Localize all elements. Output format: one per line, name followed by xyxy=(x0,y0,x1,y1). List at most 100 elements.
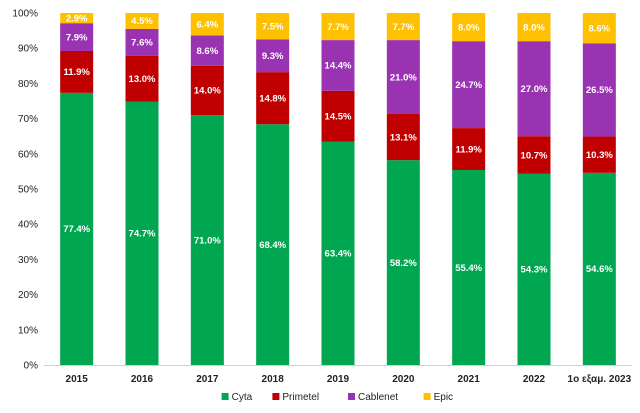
data-label-cablenet: 9.3% xyxy=(262,51,284,62)
legend-item-primetel: Primetel xyxy=(272,392,319,403)
x-tick-label: 2020 xyxy=(392,374,415,385)
data-label-cablenet: 14.4% xyxy=(325,61,352,72)
bar-segment-cyta xyxy=(582,172,616,365)
data-label-primetel: 13.1% xyxy=(390,132,417,143)
x-tick-label: 2016 xyxy=(131,374,154,385)
data-label-epic: 7.7% xyxy=(393,22,415,33)
bar-segment-epic xyxy=(256,13,290,40)
bar-segment-cyta xyxy=(190,115,224,365)
bar-segment-primetel xyxy=(582,136,616,173)
bar-stack-2019: 63.4% 14.5% 14.4% 7.7% xyxy=(321,13,355,365)
bar-segment-cablenet xyxy=(517,41,551,137)
y-tick-label: 80% xyxy=(18,79,38,90)
data-label-primetel: 14.0% xyxy=(194,86,221,97)
legend-label: Primetel xyxy=(282,392,319,403)
bar-segment-cyta xyxy=(517,173,551,365)
data-label-primetel: 10.3% xyxy=(586,150,613,161)
bar-segment-epic xyxy=(517,13,551,42)
bar-segment-primetel xyxy=(125,55,159,102)
data-label-primetel: 13.0% xyxy=(129,74,156,85)
legend-label: Cablenet xyxy=(358,392,398,403)
x-tick-label: 2017 xyxy=(196,374,219,385)
bar-segment-primetel xyxy=(321,90,355,142)
bar-stack-2020: 58.2% 13.1% 21.0% 7.7% xyxy=(386,13,420,365)
y-tick-label: 0% xyxy=(24,361,39,372)
bar-stack-2018: 68.4% 14.8% 9.3% 7.5% xyxy=(256,13,290,366)
x-axis: 2015 2016 2017 2018 2019 2020 2021 2022 1ο εξαμ.… xyxy=(66,374,632,385)
y-tick-label: 50% xyxy=(18,185,38,196)
bar-stack-2015: 77.4% 11.9% 7.9% 2.9% xyxy=(60,13,94,366)
y-tick-label: 10% xyxy=(18,325,38,336)
y-tick-label: 40% xyxy=(18,220,38,231)
data-label-cyta: 55.4% xyxy=(455,263,482,274)
bar-segment-cyta xyxy=(125,101,159,366)
x-tick-label: 2015 xyxy=(66,374,89,385)
data-label-cyta: 74.7% xyxy=(129,229,156,240)
bar-stack-2022: 54.3% 10.7% 27.0% 8.0% xyxy=(517,13,551,365)
bar-segment-primetel xyxy=(452,128,486,170)
data-label-cablenet: 21.0% xyxy=(390,72,417,83)
y-tick-label: 20% xyxy=(18,290,38,301)
legend-swatch xyxy=(423,393,431,400)
legend-label: Epic xyxy=(434,392,453,403)
bar-segment-cyta xyxy=(256,124,290,366)
bar-stack-2016: 74.7% 13.0% 7.6% 4.5% xyxy=(125,13,159,366)
bar-segment-primetel xyxy=(256,72,290,125)
data-label-epic: 8.0% xyxy=(458,22,480,33)
y-axis: 0% 10% 20% 30% 40% 50% 60% 70% 80% 90% 100% xyxy=(12,9,632,372)
legend-swatch xyxy=(348,393,355,400)
bar-segment-epic xyxy=(125,13,159,29)
data-label-epic: 6.4% xyxy=(197,20,219,31)
legend-item-cyta: Cyta xyxy=(221,392,253,403)
bar-segment-epic xyxy=(321,13,355,41)
data-label-primetel: 11.9% xyxy=(63,67,90,78)
bar-stack-1ο-εξαμ.-2023: 54.6% 10.3% 26.5% 8.6% xyxy=(582,13,616,365)
data-label-epic: 8.6% xyxy=(589,23,611,34)
bar-segment-cablenet xyxy=(190,35,224,66)
x-tick-label: 2019 xyxy=(327,374,350,385)
data-label-epic: 4.5% xyxy=(131,16,153,27)
bar-segment-cyta xyxy=(386,160,420,365)
bar-segment-primetel xyxy=(517,136,551,174)
bar-segment-cyta xyxy=(452,169,486,365)
data-label-cablenet: 24.7% xyxy=(455,80,482,91)
y-tick-label: 60% xyxy=(18,149,38,160)
bar-segment-cablenet xyxy=(321,40,355,91)
data-label-cablenet: 8.6% xyxy=(197,46,219,57)
legend-label: Cyta xyxy=(232,392,253,403)
legend-swatch xyxy=(272,393,280,400)
bar-segment-cablenet xyxy=(452,41,486,129)
bar-segment-cablenet xyxy=(386,40,420,115)
bar-segment-epic xyxy=(452,13,486,42)
data-label-primetel: 14.8% xyxy=(259,93,286,104)
bar-stack-2021: 55.4% 11.9% 24.7% 8.0% xyxy=(452,13,486,365)
bar-segment-primetel xyxy=(386,114,420,161)
legend-item-cablenet: Cablenet xyxy=(348,392,398,403)
legend: Cyta Primetel Cablenet Epic xyxy=(221,392,453,403)
data-label-epic: 7.7% xyxy=(327,22,349,33)
data-label-epic: 2.9% xyxy=(66,13,88,24)
bar-segment-cablenet xyxy=(582,43,616,137)
legend-item-epic: Epic xyxy=(423,392,453,403)
y-tick-label: 30% xyxy=(18,255,38,266)
bar-segment-epic xyxy=(386,13,420,41)
data-label-cyta: 63.4% xyxy=(325,249,352,260)
x-tick-label: 1ο εξαμ. 2023 xyxy=(568,374,632,385)
bar-segment-primetel xyxy=(190,65,224,116)
data-label-cyta: 71.0% xyxy=(194,235,221,246)
data-label-primetel: 14.5% xyxy=(325,112,352,123)
data-label-primetel: 11.9% xyxy=(455,144,482,155)
bars-group: 77.4% 11.9% 7.9% 2.9% 74.7% 13.0% 7.6% 4.5% 71.0… xyxy=(60,13,616,366)
data-label-cyta: 68.4% xyxy=(259,240,286,251)
x-tick-label: 2021 xyxy=(458,374,481,385)
data-label-cablenet: 7.9% xyxy=(66,32,88,43)
data-label-cyta: 54.3% xyxy=(521,265,548,276)
y-tick-label: 70% xyxy=(18,114,38,125)
bar-segment-epic xyxy=(190,13,224,36)
data-label-cyta: 58.2% xyxy=(390,258,417,269)
data-label-primetel: 10.7% xyxy=(521,150,548,161)
data-label-cablenet: 26.5% xyxy=(586,85,613,96)
bar-stack-2017: 71.0% 14.0% 8.6% 6.4% xyxy=(190,13,224,365)
